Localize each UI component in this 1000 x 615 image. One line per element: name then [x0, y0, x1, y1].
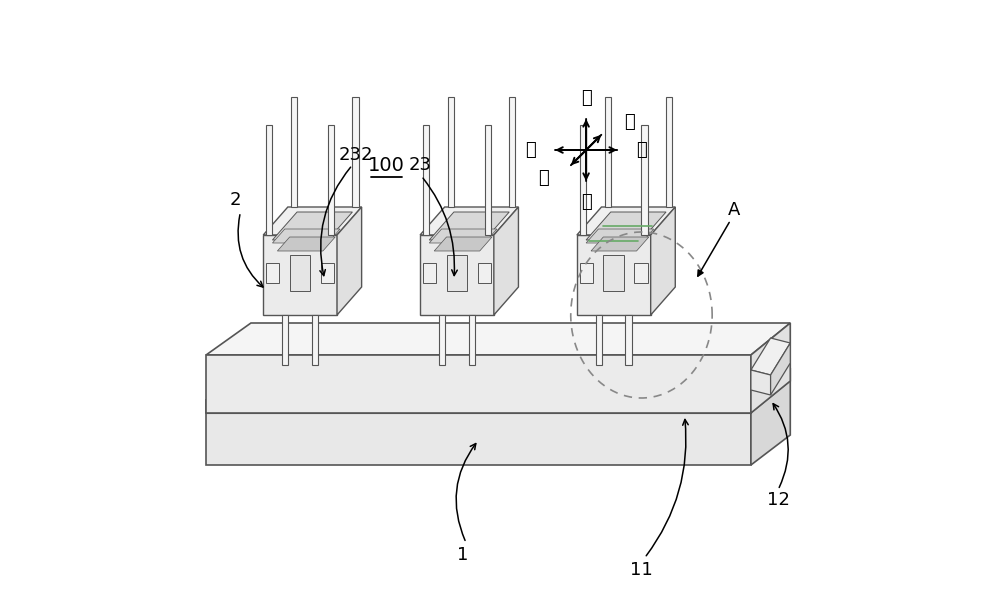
Polygon shape	[206, 400, 751, 465]
Polygon shape	[328, 125, 334, 235]
Polygon shape	[596, 315, 602, 365]
Polygon shape	[751, 323, 790, 413]
Polygon shape	[290, 255, 310, 291]
Polygon shape	[352, 97, 359, 207]
Polygon shape	[771, 343, 790, 395]
Polygon shape	[651, 207, 675, 315]
Polygon shape	[485, 125, 491, 235]
Polygon shape	[272, 229, 340, 243]
Polygon shape	[282, 315, 288, 365]
Polygon shape	[666, 97, 672, 207]
Polygon shape	[206, 381, 790, 413]
Text: 2: 2	[230, 191, 241, 209]
Polygon shape	[439, 315, 445, 365]
Polygon shape	[751, 338, 790, 375]
Text: 23: 23	[409, 156, 432, 174]
Polygon shape	[603, 255, 624, 291]
Text: 前: 前	[624, 113, 634, 131]
Polygon shape	[577, 207, 675, 235]
Polygon shape	[469, 315, 475, 365]
Polygon shape	[206, 368, 790, 400]
Polygon shape	[423, 125, 429, 235]
Text: 232: 232	[338, 146, 373, 164]
Text: 下: 下	[581, 193, 591, 212]
Polygon shape	[605, 97, 611, 207]
Text: 后: 后	[538, 169, 548, 187]
Text: 12: 12	[767, 491, 789, 509]
Polygon shape	[420, 207, 518, 235]
Polygon shape	[448, 97, 454, 207]
Polygon shape	[266, 263, 279, 283]
Polygon shape	[277, 237, 335, 251]
Polygon shape	[751, 368, 790, 465]
Polygon shape	[625, 315, 632, 365]
Polygon shape	[586, 229, 654, 243]
Polygon shape	[447, 255, 467, 291]
Polygon shape	[580, 125, 586, 235]
Polygon shape	[494, 207, 518, 315]
Text: 11: 11	[630, 561, 653, 579]
Polygon shape	[577, 235, 651, 315]
Text: 1: 1	[457, 546, 469, 564]
Polygon shape	[206, 400, 751, 413]
Polygon shape	[263, 207, 362, 235]
Text: 100: 100	[368, 156, 405, 175]
Polygon shape	[591, 237, 649, 251]
Polygon shape	[634, 263, 648, 283]
Polygon shape	[478, 263, 491, 283]
Polygon shape	[420, 235, 494, 315]
Polygon shape	[291, 97, 297, 207]
Polygon shape	[580, 263, 593, 283]
Polygon shape	[429, 212, 509, 240]
Text: 右: 右	[636, 141, 647, 159]
Polygon shape	[641, 125, 648, 235]
Polygon shape	[423, 263, 436, 283]
Polygon shape	[586, 212, 666, 240]
Polygon shape	[429, 229, 497, 243]
Text: A: A	[728, 201, 740, 219]
Polygon shape	[751, 370, 771, 395]
Polygon shape	[434, 237, 492, 251]
Polygon shape	[206, 323, 790, 355]
Polygon shape	[266, 125, 272, 235]
Text: 上: 上	[581, 89, 591, 107]
Polygon shape	[272, 212, 352, 240]
Polygon shape	[206, 355, 751, 413]
Polygon shape	[321, 263, 334, 283]
Text: 左: 左	[525, 141, 536, 159]
Polygon shape	[263, 235, 337, 315]
Polygon shape	[337, 207, 362, 315]
Polygon shape	[509, 97, 515, 207]
Polygon shape	[312, 315, 318, 365]
